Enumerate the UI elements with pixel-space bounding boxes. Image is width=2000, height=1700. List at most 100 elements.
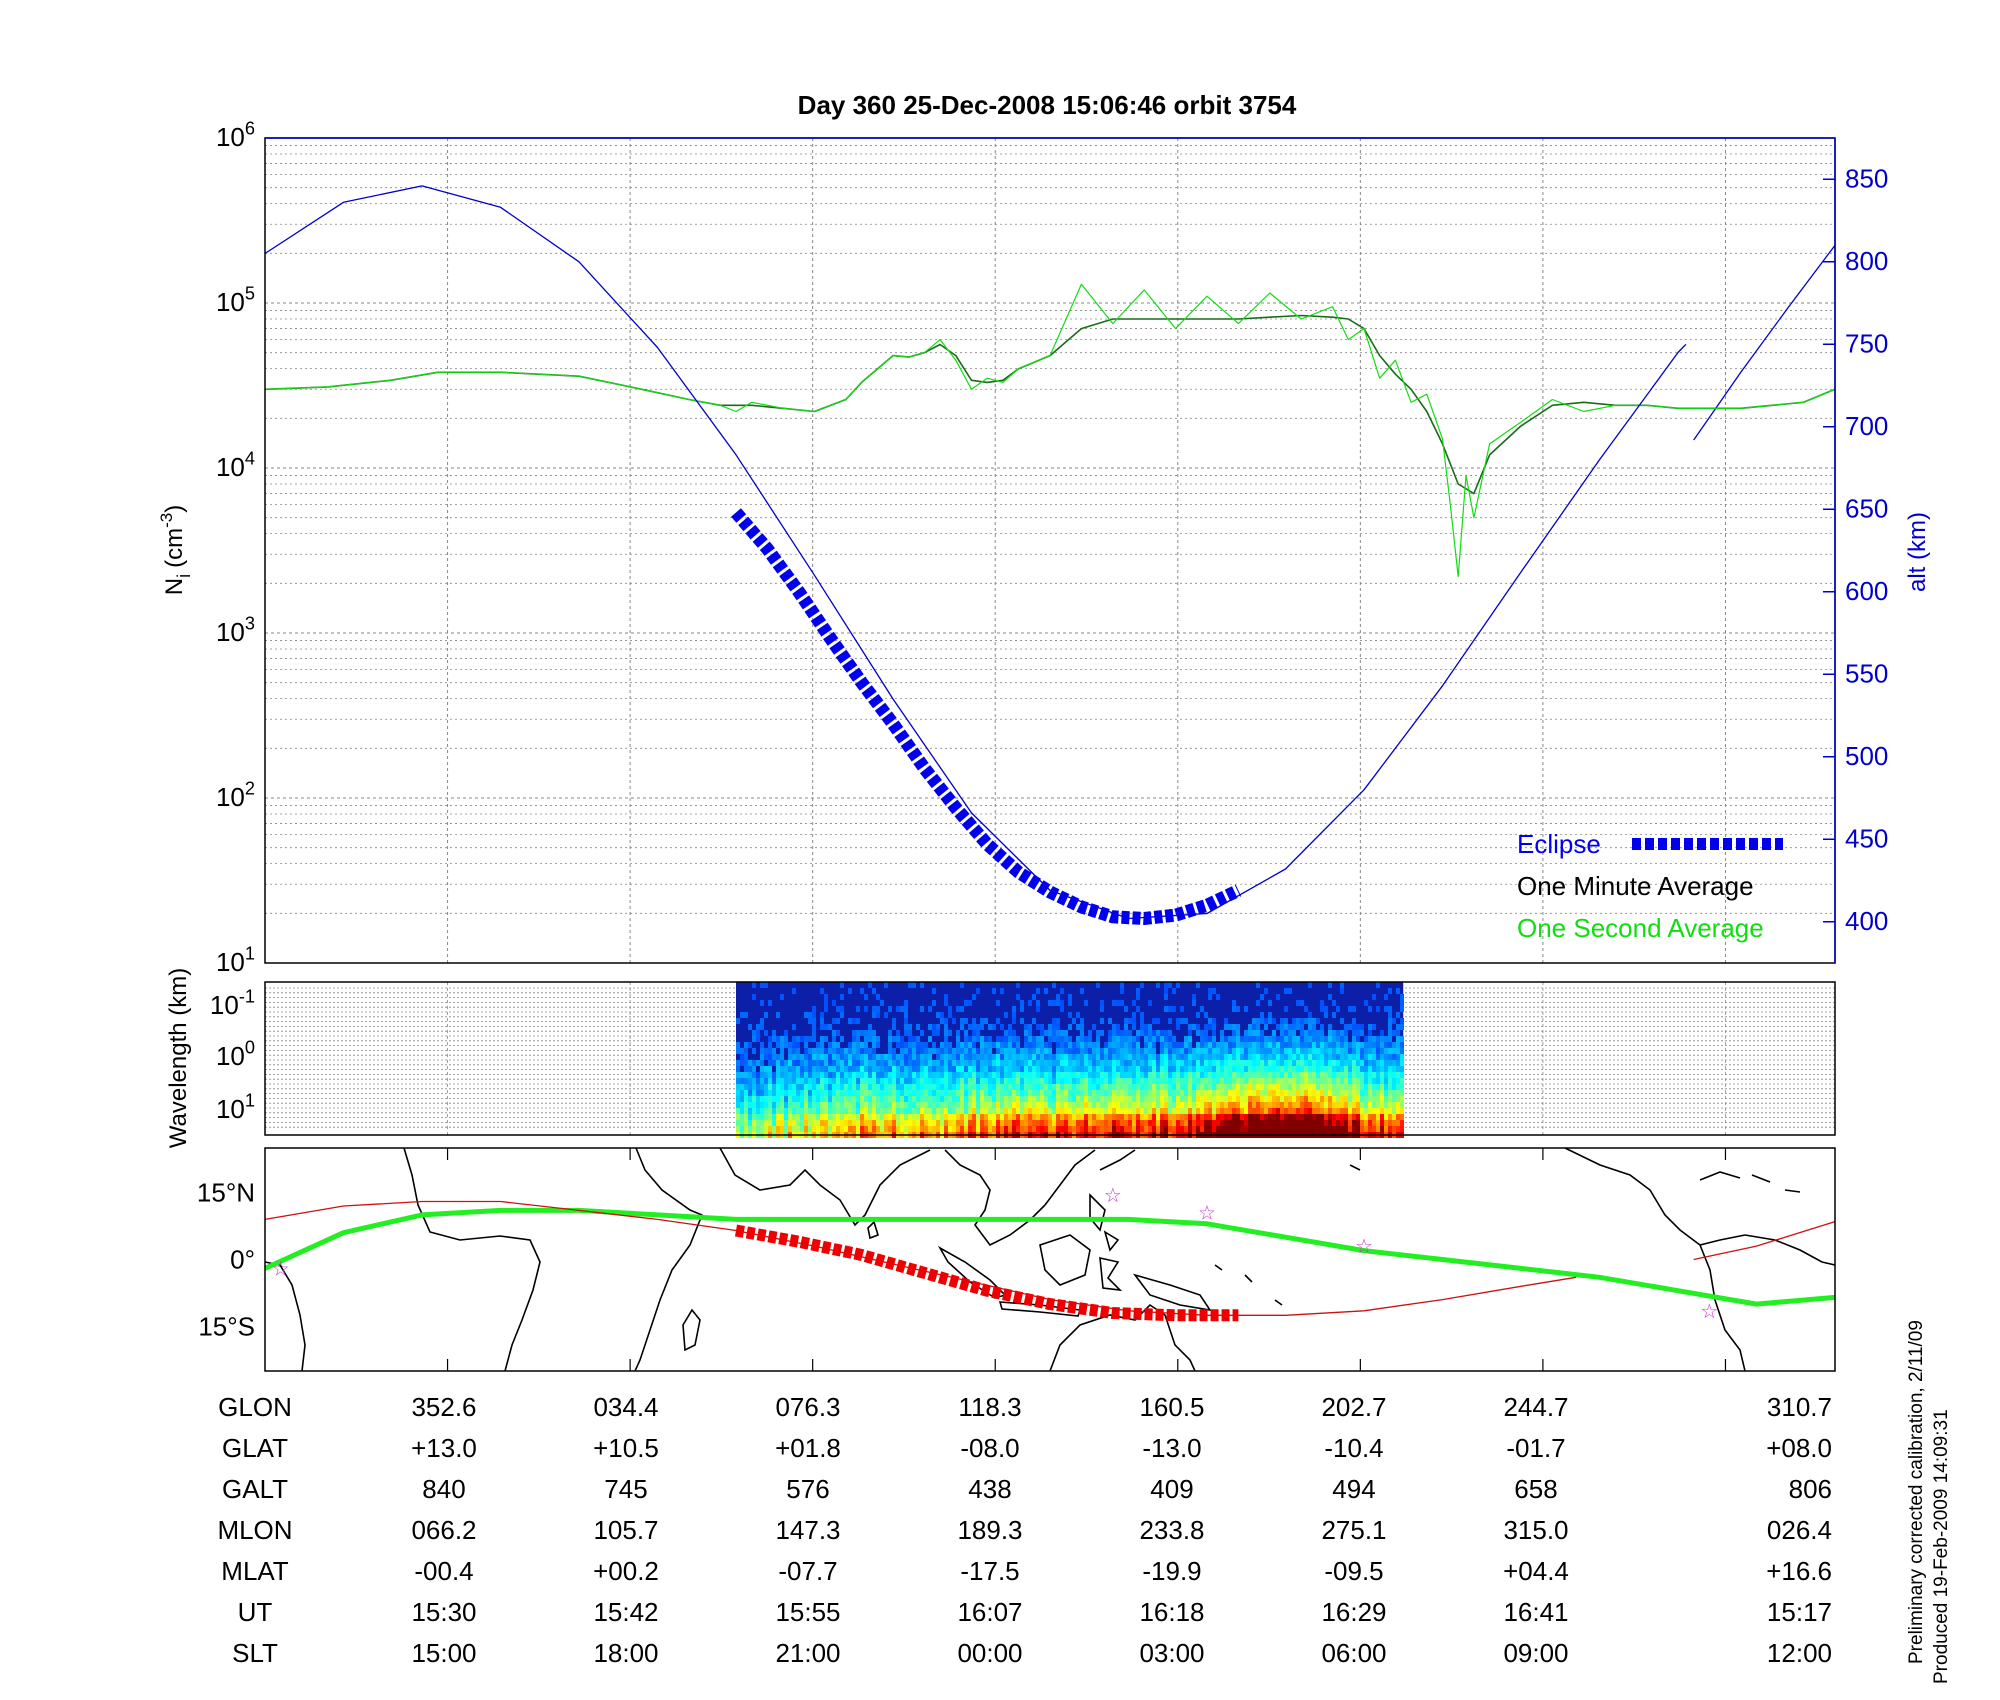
spectrogram-cell bbox=[1316, 1060, 1320, 1066]
spectrogram-cell bbox=[1332, 1000, 1336, 1006]
spectrogram-cell bbox=[1200, 1078, 1204, 1084]
spectrogram-cell bbox=[852, 1096, 856, 1102]
spectrogram-cell bbox=[1300, 1048, 1304, 1054]
spectrogram-cell bbox=[1000, 1072, 1004, 1078]
spectrogram-cell bbox=[760, 1054, 764, 1060]
spectrogram-cell bbox=[756, 1078, 760, 1084]
spectrogram-cell bbox=[1168, 1054, 1172, 1060]
spectrogram-cell bbox=[832, 1126, 836, 1132]
spectrogram-cell bbox=[948, 1090, 952, 1096]
spectrogram-cell bbox=[1044, 1072, 1048, 1078]
spectrogram-cell bbox=[760, 982, 764, 988]
spectrogram-cell bbox=[772, 1120, 776, 1126]
spectrogram-cell bbox=[1148, 1108, 1152, 1114]
spectrogram-cell bbox=[932, 1024, 936, 1030]
spectrogram-cell bbox=[1092, 1114, 1096, 1120]
spectrogram-cell bbox=[1348, 1114, 1352, 1120]
spectrogram-cell bbox=[1256, 1084, 1260, 1090]
spectrogram-cell bbox=[1384, 1060, 1388, 1066]
spectrogram-cell bbox=[1320, 1048, 1324, 1054]
spectrogram-cell bbox=[1224, 1048, 1228, 1054]
spectrogram-cell bbox=[1368, 1102, 1372, 1108]
spectrogram-cell bbox=[740, 1084, 744, 1090]
spectrogram-cell bbox=[1032, 1084, 1036, 1090]
spectrogram-cell bbox=[1256, 1090, 1260, 1096]
spectrogram-cell bbox=[1224, 1096, 1228, 1102]
spectrogram-cell bbox=[1372, 1060, 1376, 1066]
spectrogram-cell bbox=[1192, 1096, 1196, 1102]
spectrogram-cell bbox=[1032, 1096, 1036, 1102]
spectrogram-cell bbox=[964, 1030, 968, 1036]
spectrogram-cell bbox=[1248, 1078, 1252, 1084]
spectrogram-cell bbox=[1016, 1120, 1020, 1126]
spectrogram-cell bbox=[912, 1096, 916, 1102]
spectrogram-cell bbox=[1112, 1000, 1116, 1006]
spectrogram-cell bbox=[1216, 1060, 1220, 1066]
spectrogram-cell bbox=[1228, 1114, 1232, 1120]
spectrogram-cell bbox=[840, 1102, 844, 1108]
density-ytick-label: 101 bbox=[216, 943, 255, 977]
spectrogram-cell bbox=[1168, 1048, 1172, 1054]
spectrogram-cell bbox=[744, 1120, 748, 1126]
spectrogram-cell bbox=[1368, 1090, 1372, 1096]
spectrogram-cell bbox=[1156, 1030, 1160, 1036]
spectrogram-cell bbox=[1332, 1012, 1336, 1018]
spectrogram-cell bbox=[856, 1078, 860, 1084]
spectrogram-cell bbox=[1396, 1078, 1400, 1084]
spectrogram-cell bbox=[1244, 1006, 1248, 1012]
spectrogram-cell bbox=[768, 1078, 772, 1084]
spectrogram-cell bbox=[1208, 1054, 1212, 1060]
spectrogram-cell bbox=[792, 1060, 796, 1066]
spectrogram-cell bbox=[1396, 1108, 1400, 1114]
spectrogram-cell bbox=[1220, 1114, 1224, 1120]
spectrogram-cell bbox=[1312, 1126, 1316, 1132]
spectrogram-cell bbox=[996, 1126, 1000, 1132]
ephemeris-cell: -00.4 bbox=[414, 1556, 473, 1586]
spectrogram-cell bbox=[1352, 1024, 1356, 1030]
spectrogram-cell bbox=[1312, 1114, 1316, 1120]
spectrogram-cell bbox=[1352, 1090, 1356, 1096]
spectrogram-cell bbox=[940, 1042, 944, 1048]
spectrogram-cell bbox=[1172, 988, 1176, 994]
ephemeris-cell: 15:17 bbox=[1767, 1597, 1832, 1627]
ephemeris-cell: 160.5 bbox=[1139, 1392, 1204, 1422]
spectrogram-cell bbox=[944, 1126, 948, 1132]
spectrogram-cell bbox=[860, 1060, 864, 1066]
spectrogram-cell bbox=[1376, 1102, 1380, 1108]
spectrogram-cell bbox=[1296, 1078, 1300, 1084]
spectrogram-cell bbox=[788, 1084, 792, 1090]
spectrogram-cell bbox=[1292, 1084, 1296, 1090]
spectrogram-cell bbox=[972, 1084, 976, 1090]
spectrogram-cell bbox=[1368, 1066, 1372, 1072]
spectrogram-cell bbox=[1284, 1072, 1288, 1078]
spectrogram-cell bbox=[832, 1018, 836, 1024]
spectrogram-cell bbox=[1128, 1072, 1132, 1078]
spectrogram-cell bbox=[776, 1084, 780, 1090]
spectrogram-cell bbox=[1128, 1066, 1132, 1072]
spectrogram-cell bbox=[1120, 1000, 1124, 1006]
spectrogram-cell bbox=[872, 1120, 876, 1126]
spectrogram-cell bbox=[1080, 1102, 1084, 1108]
spectrogram-cell bbox=[1096, 1078, 1100, 1084]
spectrogram-cell bbox=[832, 1108, 836, 1114]
spectrogram-cell bbox=[1308, 1060, 1312, 1066]
spectrogram-cell bbox=[992, 1072, 996, 1078]
spectrogram-cell bbox=[1120, 1072, 1124, 1078]
spectrogram-cell bbox=[1220, 1102, 1224, 1108]
spectrogram-cell bbox=[908, 1054, 912, 1060]
altitude-tick-label: 600 bbox=[1845, 576, 1888, 606]
spectrogram-cell bbox=[964, 1036, 968, 1042]
spectrogram-cell bbox=[944, 1114, 948, 1120]
spectrogram-cell bbox=[1224, 1024, 1228, 1030]
spectrogram-cell bbox=[852, 1030, 856, 1036]
spectrogram-cell bbox=[1152, 1126, 1156, 1132]
spectrogram-cell bbox=[748, 1072, 752, 1078]
spectrogram-cell bbox=[796, 1066, 800, 1072]
spectrogram-cell bbox=[1260, 1096, 1264, 1102]
spectrogram-cell bbox=[1292, 1090, 1296, 1096]
spectrogram-cell bbox=[892, 1054, 896, 1060]
spectrogram-cell bbox=[1292, 1072, 1296, 1078]
spectrogram-cell bbox=[1144, 1054, 1148, 1060]
spectrogram-cell bbox=[972, 1102, 976, 1108]
spectrogram-cell bbox=[960, 1126, 964, 1132]
